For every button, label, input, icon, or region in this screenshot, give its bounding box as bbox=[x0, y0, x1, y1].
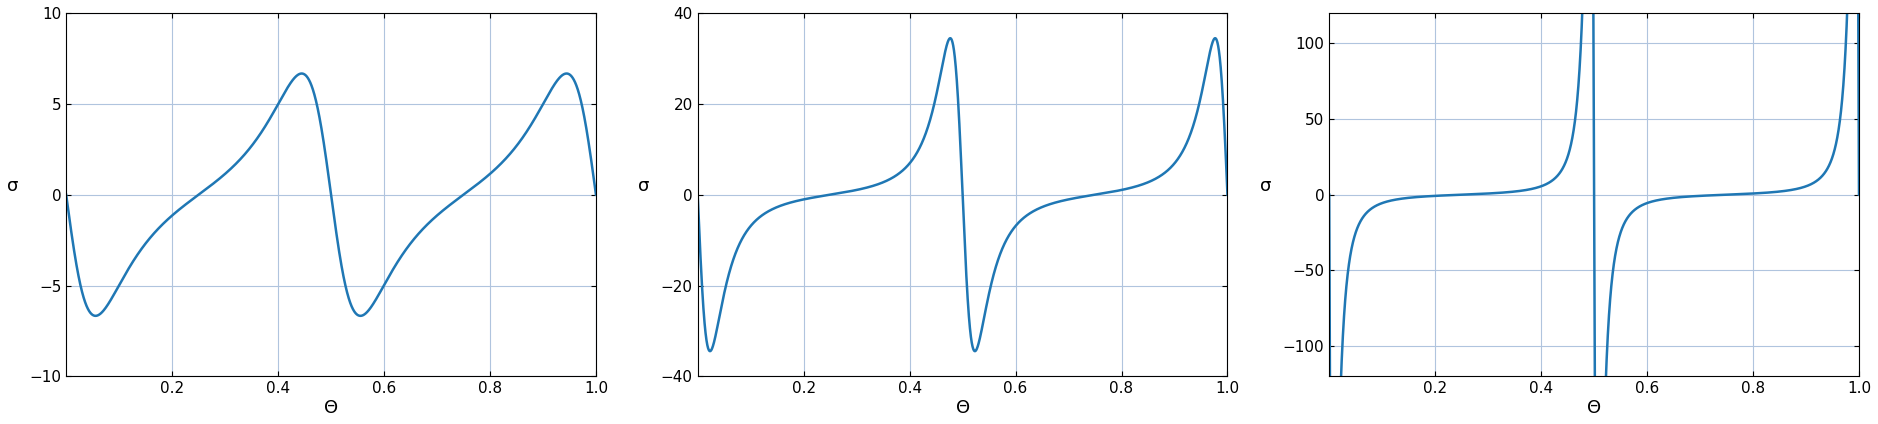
X-axis label: Θ: Θ bbox=[956, 399, 969, 417]
Y-axis label: σ: σ bbox=[639, 177, 650, 195]
Y-axis label: σ: σ bbox=[8, 177, 19, 195]
X-axis label: Θ: Θ bbox=[325, 399, 338, 417]
X-axis label: Θ: Θ bbox=[1587, 399, 1602, 417]
Y-axis label: σ: σ bbox=[1260, 177, 1271, 195]
